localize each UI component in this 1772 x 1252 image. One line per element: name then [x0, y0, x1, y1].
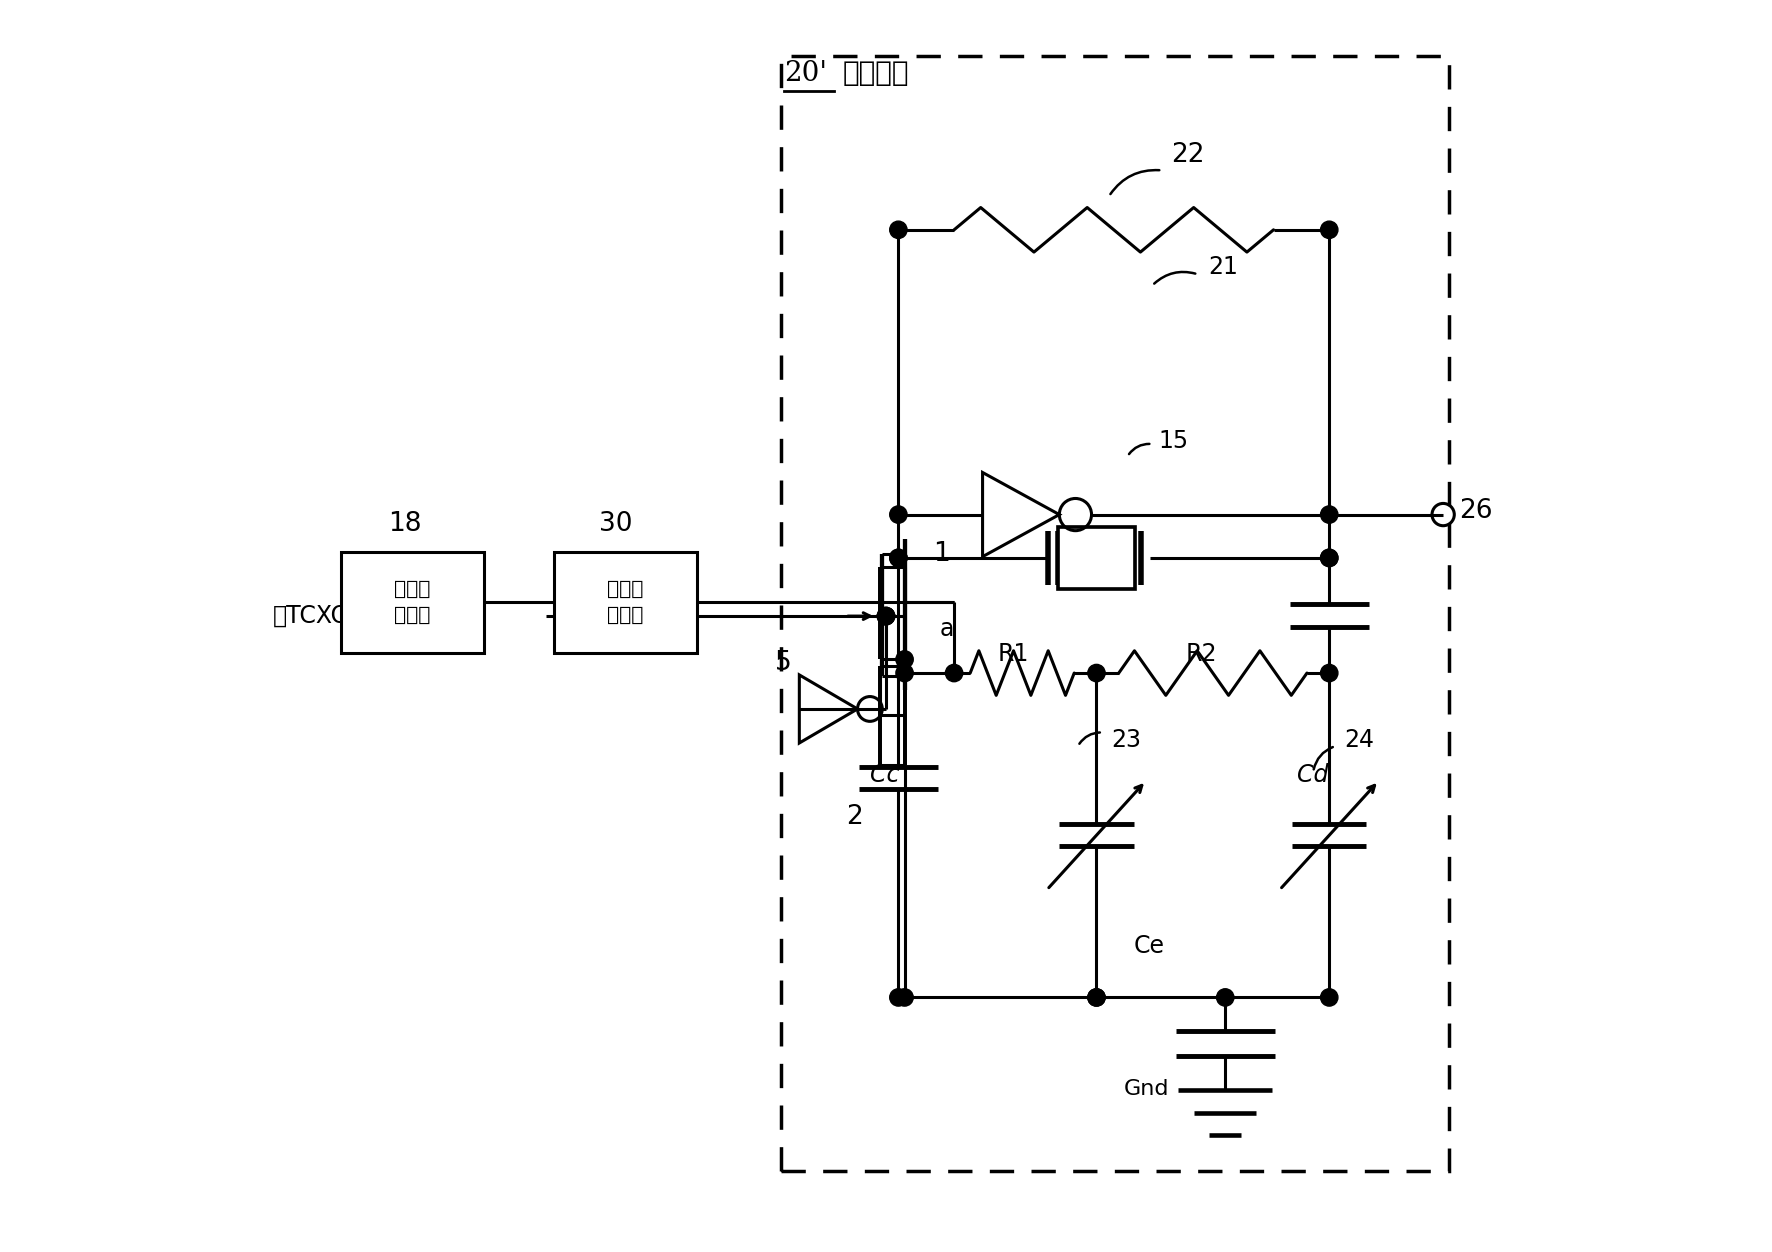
Circle shape — [897, 665, 913, 682]
Text: 20': 20' — [785, 60, 828, 88]
Text: 30: 30 — [599, 511, 633, 537]
Text: 1: 1 — [934, 541, 950, 567]
Circle shape — [946, 665, 962, 682]
Circle shape — [890, 550, 907, 567]
Circle shape — [890, 222, 907, 238]
Text: R2: R2 — [1185, 641, 1217, 666]
Text: 2: 2 — [847, 804, 863, 830]
Text: 21: 21 — [1209, 255, 1239, 279]
Circle shape — [877, 607, 895, 625]
Circle shape — [890, 989, 907, 1007]
Text: R1: R1 — [998, 641, 1030, 666]
Text: 振荡电路: 振荡电路 — [843, 59, 909, 88]
Text: 23: 23 — [1111, 729, 1141, 752]
Text: Cd: Cd — [1297, 762, 1329, 788]
Text: 温度检
测电路: 温度检 测电路 — [393, 580, 431, 625]
Circle shape — [897, 989, 913, 1007]
Text: 24: 24 — [1345, 729, 1373, 752]
Text: 15: 15 — [1159, 428, 1189, 453]
Text: Ce: Ce — [1134, 934, 1164, 958]
Bar — [781, 56, 1449, 1171]
Circle shape — [1088, 989, 1106, 1007]
Text: Cc: Cc — [870, 762, 900, 788]
Text: 18: 18 — [388, 511, 422, 537]
Circle shape — [897, 651, 913, 669]
Circle shape — [1088, 989, 1106, 1007]
Circle shape — [1320, 550, 1338, 567]
Circle shape — [1320, 989, 1338, 1007]
Circle shape — [1320, 550, 1338, 567]
Text: 非TCXO模式信号: 非TCXO模式信号 — [273, 605, 408, 629]
Text: 5: 5 — [774, 650, 792, 676]
Circle shape — [877, 607, 895, 625]
Bar — [342, 552, 484, 654]
Circle shape — [1320, 506, 1338, 523]
Bar — [555, 552, 696, 654]
Text: a: a — [939, 617, 953, 641]
Circle shape — [890, 550, 907, 567]
Circle shape — [1088, 665, 1106, 682]
Circle shape — [1320, 665, 1338, 682]
Circle shape — [890, 506, 907, 523]
Circle shape — [1217, 989, 1233, 1007]
Text: 26: 26 — [1460, 498, 1492, 525]
Bar — [1058, 527, 1134, 588]
Text: 22: 22 — [1171, 141, 1205, 168]
Text: Gnd: Gnd — [1123, 1079, 1170, 1099]
Circle shape — [877, 607, 895, 625]
Circle shape — [1320, 222, 1338, 238]
Text: 温度补
偿电路: 温度补 偿电路 — [608, 580, 643, 625]
